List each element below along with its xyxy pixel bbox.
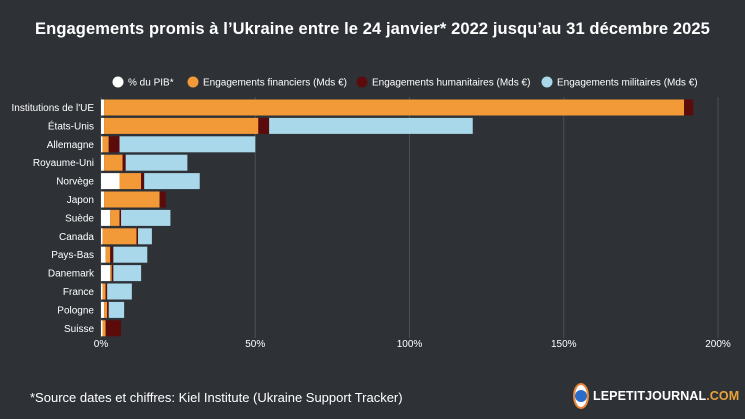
chart-bars bbox=[101, 99, 694, 337]
bar-humanitarian bbox=[141, 173, 145, 190]
x-tick-label: 200% bbox=[705, 339, 731, 350]
legend-label: % du PIB* bbox=[128, 78, 174, 89]
bar-military bbox=[125, 154, 188, 171]
bar-financial bbox=[102, 283, 106, 300]
bar-humanitarian bbox=[110, 246, 114, 263]
category-label: Japon bbox=[67, 195, 94, 206]
bar-gdp bbox=[101, 246, 106, 263]
bar-military bbox=[119, 136, 256, 153]
category-label: Pays-Bas bbox=[51, 250, 94, 261]
x-tick-label: 50% bbox=[245, 339, 265, 350]
category-label: Danemark bbox=[48, 269, 95, 280]
bar-financial bbox=[102, 320, 106, 337]
bar-military bbox=[113, 246, 148, 263]
bar-gdp bbox=[101, 154, 105, 171]
bar-humanitarian bbox=[136, 228, 139, 245]
source-note: *Source dates et chiffres: Kiel Institut… bbox=[30, 390, 403, 405]
bar-gdp bbox=[101, 136, 103, 153]
bar-military bbox=[107, 283, 132, 300]
bar-humanitarian bbox=[684, 99, 694, 116]
bar-gdp bbox=[101, 209, 111, 226]
bar-gdp bbox=[101, 173, 120, 190]
bar-humanitarian bbox=[119, 209, 122, 226]
bar-military bbox=[138, 228, 152, 245]
globe-icon bbox=[573, 383, 589, 409]
legend-label: Engagements humanitaires (Mds €) bbox=[372, 78, 530, 89]
x-axis-ticks: 0% 50% 100% 150% 200% bbox=[94, 339, 731, 350]
bar-humanitarian bbox=[111, 265, 114, 282]
x-tick-label: 0% bbox=[94, 339, 109, 350]
bar-financial bbox=[104, 99, 685, 116]
bar-financial bbox=[104, 154, 123, 171]
bar-gdp bbox=[101, 99, 105, 116]
bar-humanitarian bbox=[107, 301, 109, 318]
bar-financial bbox=[104, 301, 108, 318]
bar-financial bbox=[119, 173, 142, 190]
bar-financial bbox=[104, 117, 259, 134]
bar-humanitarian bbox=[122, 154, 126, 171]
category-label: France bbox=[63, 287, 95, 298]
chart-title: Engagements promis à l’Ukraine entre le … bbox=[35, 20, 710, 38]
bar-humanitarian bbox=[105, 320, 122, 337]
legend-marker-humanitarian bbox=[356, 76, 368, 88]
bar-military bbox=[113, 265, 142, 282]
bar-gdp bbox=[101, 320, 103, 337]
category-label: États-Unis bbox=[48, 119, 94, 132]
bar-military bbox=[108, 301, 125, 318]
legend-marker-gdp bbox=[112, 76, 124, 88]
x-tick-label: 100% bbox=[397, 339, 423, 350]
bar-financial bbox=[110, 209, 120, 226]
x-tick-label: 150% bbox=[551, 339, 577, 350]
bar-financial bbox=[104, 191, 160, 208]
bar-humanitarian bbox=[159, 191, 166, 208]
bar-military bbox=[121, 209, 171, 226]
category-label: Pologne bbox=[57, 305, 94, 316]
bar-financial bbox=[102, 136, 109, 153]
category-label: Norvège bbox=[56, 177, 94, 188]
chart-legend: % du PIB* Engagements financiers (Mds €) E… bbox=[112, 76, 698, 89]
bar-gdp bbox=[101, 191, 105, 208]
bar-humanitarian bbox=[105, 283, 108, 300]
category-label: Suède bbox=[65, 213, 94, 224]
logo-text: LEPETITJOURNAL.COM bbox=[593, 389, 739, 403]
legend-label: Engagements financiers (Mds €) bbox=[203, 78, 347, 89]
legend-label: Engagements militaires (Mds €) bbox=[557, 78, 698, 89]
logo-main: LEPETITJOURNAL bbox=[593, 389, 707, 403]
category-label: Allemagne bbox=[47, 140, 95, 151]
category-label: Canada bbox=[59, 232, 94, 243]
site-logo[interactable]: LEPETITJOURNAL.COM bbox=[573, 382, 739, 410]
bar-military bbox=[269, 117, 473, 134]
bar-gdp bbox=[101, 117, 105, 134]
bar-humanitarian bbox=[258, 117, 270, 134]
legend-marker-military bbox=[541, 76, 553, 88]
legend-marker-financial bbox=[187, 76, 199, 88]
category-labels: Institutions de l'UE États-Unis Allemagne R… bbox=[11, 103, 95, 335]
bar-gdp bbox=[101, 265, 111, 282]
bar-humanitarian bbox=[108, 136, 120, 153]
category-label: Institutions de l'UE bbox=[11, 103, 94, 114]
bar-military bbox=[144, 173, 200, 190]
bar-financial bbox=[110, 265, 112, 282]
category-label: Suisse bbox=[64, 324, 94, 335]
bar-financial bbox=[102, 228, 137, 245]
bar-gdp bbox=[101, 228, 103, 245]
bar-gdp bbox=[101, 301, 105, 318]
category-label: Royaume-Uni bbox=[33, 158, 94, 169]
bar-gdp bbox=[101, 283, 103, 300]
logo-suffix: .COM bbox=[706, 389, 740, 403]
bar-financial bbox=[105, 246, 111, 263]
